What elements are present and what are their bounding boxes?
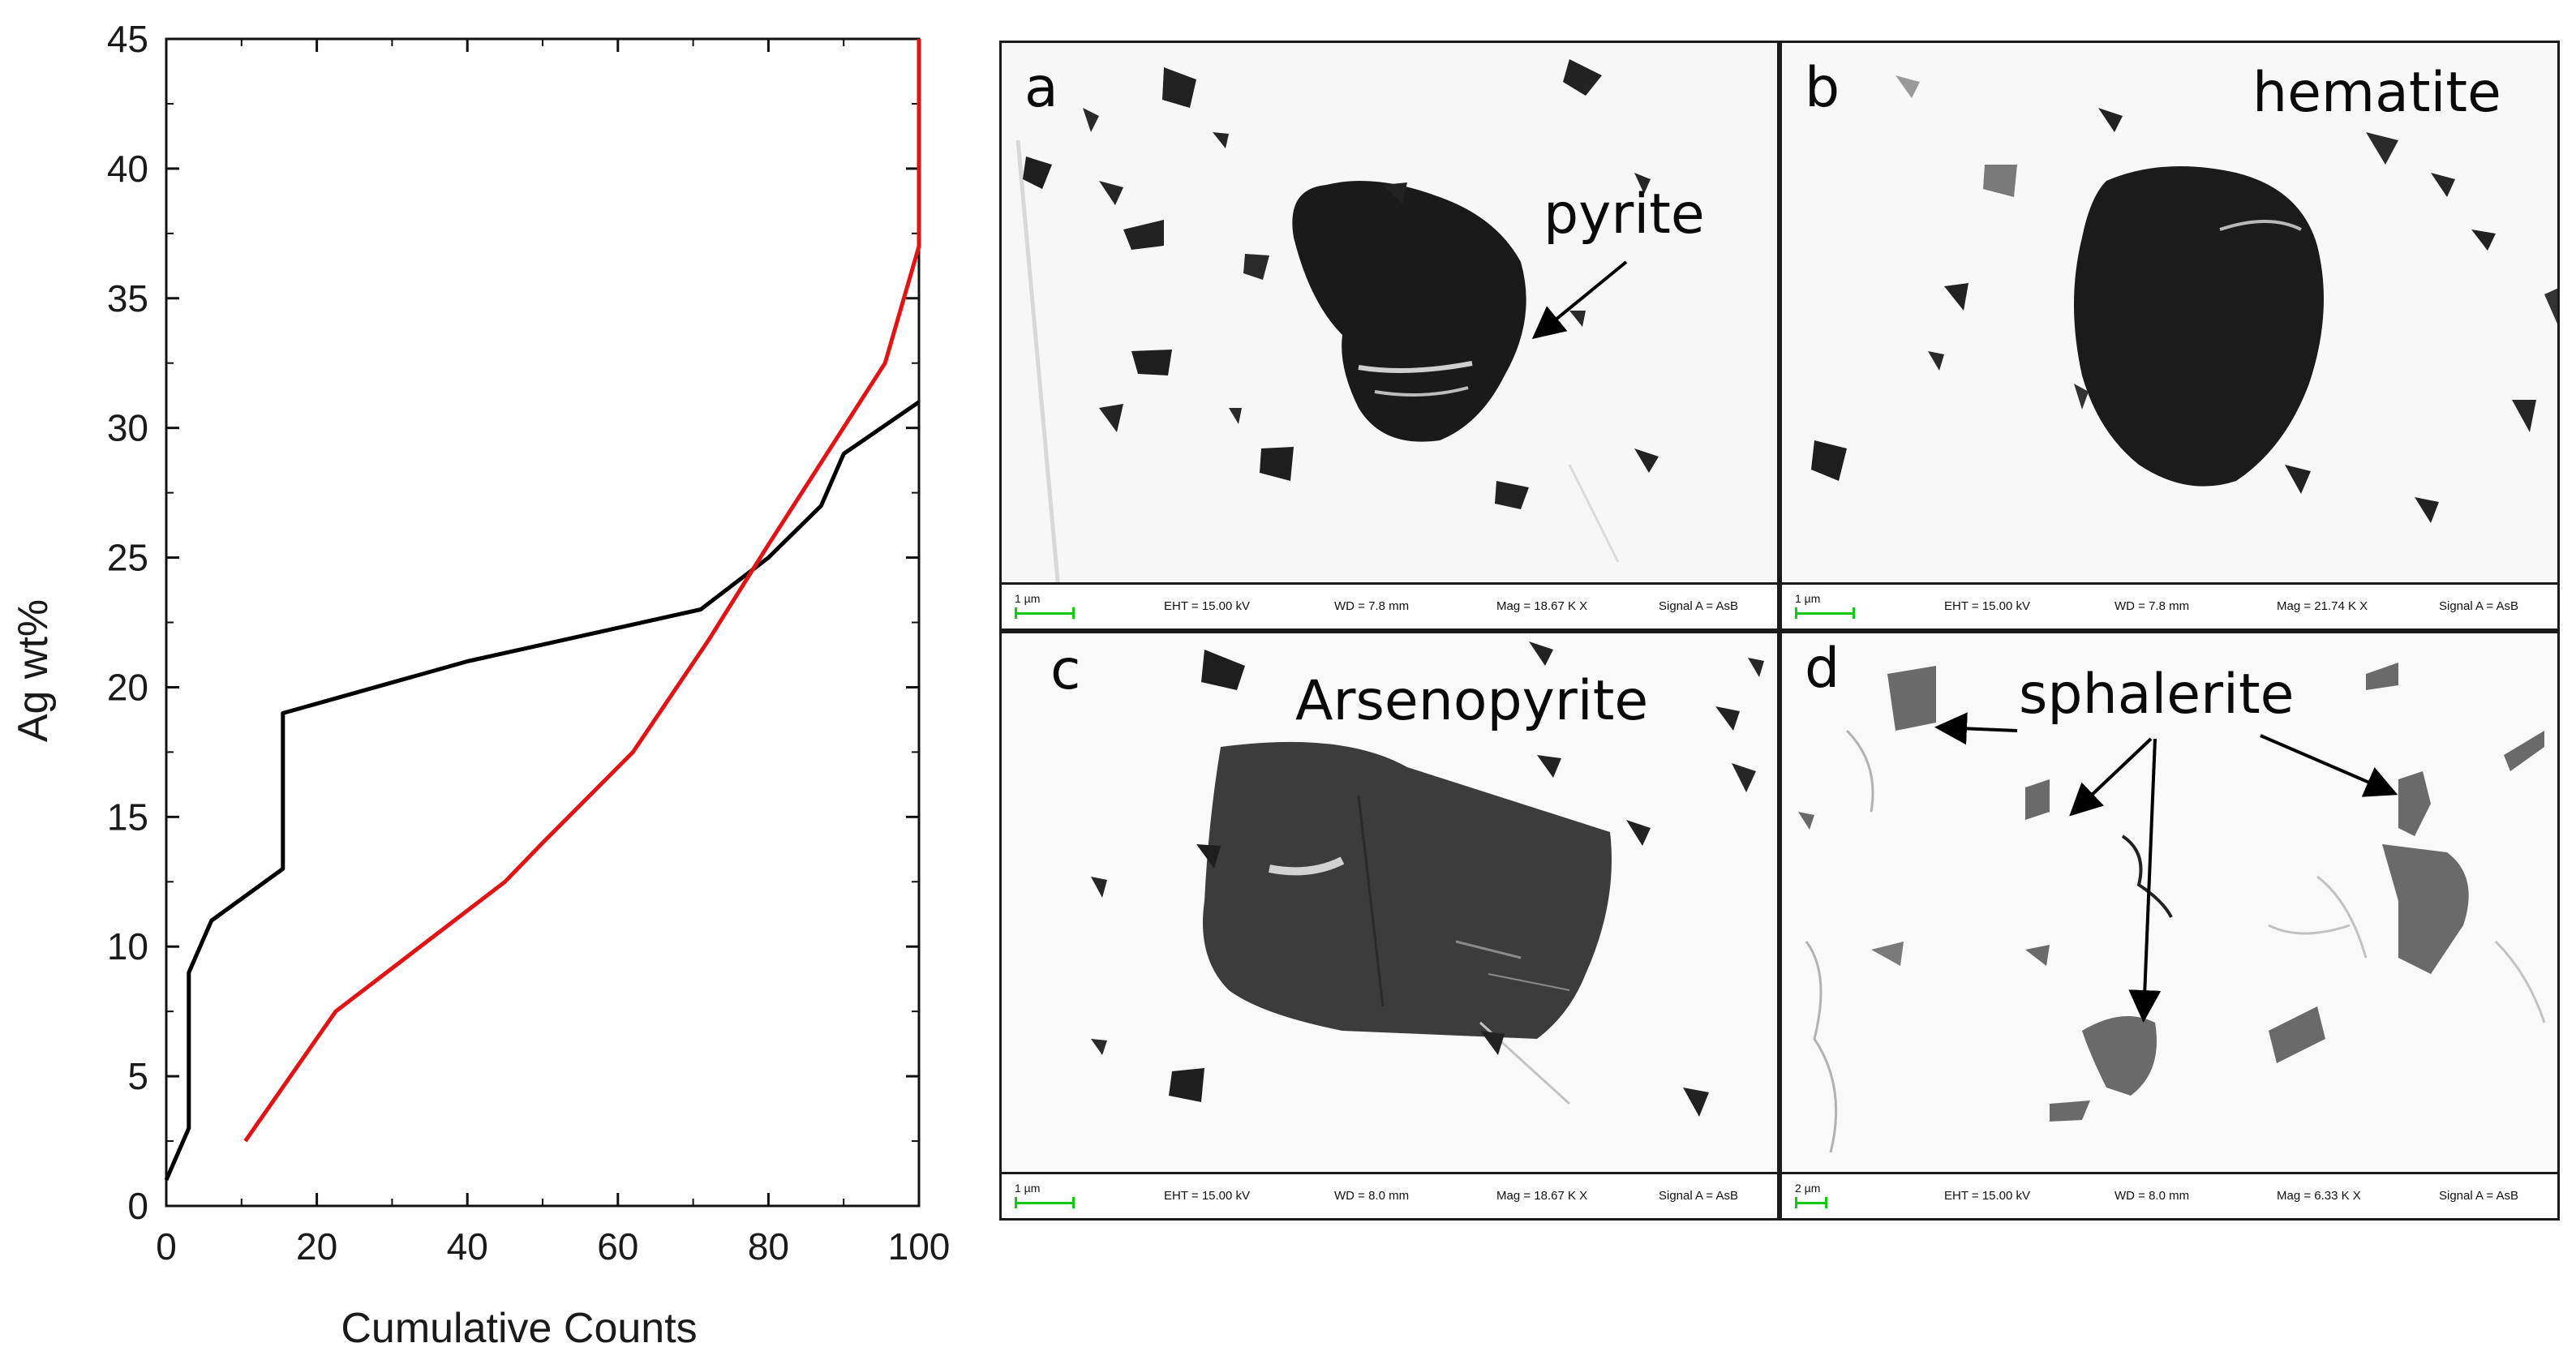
eht-text-a: EHT = 15.00 kV (1164, 599, 1251, 613)
signal-text-b: Signal A = AsB (2439, 599, 2518, 613)
series-line-2 (243, 39, 921, 1143)
signal-text-c: Signal A = AsB (1659, 1189, 1738, 1203)
sem-image-b (1782, 43, 2557, 590)
chart-area: 0 5 10 15 20 25 30 35 40 45 0 20 40 60 80 100 Cumulati… (0, 0, 973, 1360)
scale-bar-d (1795, 1197, 1827, 1208)
series-line-1 (164, 400, 921, 1181)
y-tick-label: 40 (107, 148, 148, 190)
wd-text-d: WD = 8.0 mm (2114, 1189, 2190, 1203)
mineral-label-pyrite: pyrite (1543, 182, 1705, 247)
info-bar-c: 1 µm EHT = 15.00 kV WD = 8.0 mm Mag = 18… (1002, 1172, 1777, 1218)
sem-panel-d: d sphalerite 2 µm EHT = 15.00 kV WD = 8.… (1780, 631, 2560, 1221)
y-tick-label: 25 (107, 537, 148, 579)
eht-text-b: EHT = 15.00 kV (1944, 599, 2031, 613)
panel-letter-a: a (1024, 56, 1058, 120)
eht-text-d: EHT = 15.00 kV (1944, 1189, 2031, 1203)
sem-panel-a: a pyrite 1 µm EHT = 15.00 kV WD = 7.8 mm… (999, 41, 1780, 631)
y-tick-label: 35 (107, 277, 148, 320)
scale-bar-c (1015, 1197, 1075, 1208)
x-tick-label: 80 (748, 1225, 789, 1268)
line-chart: 0 5 10 15 20 25 30 35 40 45 0 20 40 60 80 100 Cumulati… (10, 18, 950, 1352)
info-bar-b: 1 µm EHT = 15.00 kV WD = 7.8 mm Mag = 21… (1782, 582, 2557, 629)
scale-bar-b (1795, 607, 1855, 619)
mag-text-a: Mag = 18.67 K X (1496, 599, 1588, 613)
sem-image-d (1782, 633, 2557, 1179)
signal-text-d: Signal A = AsB (2439, 1189, 2518, 1203)
x-tick-label: 100 (888, 1225, 951, 1268)
panel-letter-d: d (1805, 637, 1840, 701)
sem-panel-c: c Arsenopyrite 1 µm EHT = 15.00 kV WD = … (999, 631, 1780, 1221)
x-tick-label: 40 (447, 1225, 488, 1268)
info-bar-a: 1 µm EHT = 15.00 kV WD = 7.8 mm Mag = 18… (1002, 582, 1777, 629)
x-axis-ticks: 0 20 40 60 80 100 (156, 39, 950, 1268)
wd-text-a: WD = 7.8 mm (1334, 599, 1410, 613)
y-tick-label: 5 (127, 1055, 148, 1097)
y-tick-label: 10 (107, 925, 148, 967)
scale-label-a: 1 µm (1015, 592, 1041, 605)
scale-label-d: 2 µm (1795, 1182, 1821, 1195)
sem-panel-b: b hematite 1 µm EHT = 15.00 kV WD = 7.8 … (1780, 41, 2560, 631)
y-tick-label: 30 (107, 407, 148, 449)
x-tick-label: 20 (296, 1225, 337, 1268)
y-axis-label: Ag wt% (10, 599, 57, 742)
y-tick-label: 20 (107, 666, 148, 708)
y-tick-label: 15 (107, 796, 148, 838)
info-bar-d: 2 µm EHT = 15.00 kV WD = 8.0 mm Mag = 6.… (1782, 1172, 2557, 1218)
sem-image-a (1002, 43, 1777, 590)
y-axis-ticks: 0 5 10 15 20 25 30 35 40 45 (107, 18, 919, 1227)
eht-text-c: EHT = 15.00 kV (1164, 1189, 1251, 1203)
mag-text-b: Mag = 21.74 K X (2277, 599, 2368, 613)
plot-border (165, 37, 921, 1208)
wd-text-c: WD = 8.0 mm (1334, 1189, 1410, 1203)
scale-bar-a (1015, 607, 1075, 619)
mag-text-c: Mag = 18.67 K X (1496, 1189, 1588, 1203)
x-tick-label: 0 (156, 1225, 177, 1268)
panel-letter-c: c (1050, 638, 1081, 702)
scale-label-b: 1 µm (1795, 592, 1821, 605)
scale-label-c: 1 µm (1015, 1182, 1041, 1195)
plot-frame (165, 37, 921, 1208)
mineral-label-sphalerite: sphalerite (2019, 663, 2295, 727)
y-tick-label: 45 (107, 18, 148, 60)
mag-text-d: Mag = 6.33 K X (2277, 1189, 2361, 1203)
mineral-label-hematite: hematite (2252, 61, 2501, 125)
series-layer (164, 39, 921, 1181)
wd-text-b: WD = 7.8 mm (2114, 599, 2190, 613)
signal-text-a: Signal A = AsB (1659, 599, 1738, 613)
sem-image-c (1002, 633, 1777, 1179)
x-tick-label: 60 (597, 1225, 638, 1268)
y-tick-label: 0 (127, 1185, 148, 1227)
x-axis-label: Cumulative Counts (341, 1305, 697, 1352)
panel-letter-b: b (1805, 56, 1840, 120)
mineral-label-arsenopyrite: Arsenopyrite (1295, 669, 1649, 733)
